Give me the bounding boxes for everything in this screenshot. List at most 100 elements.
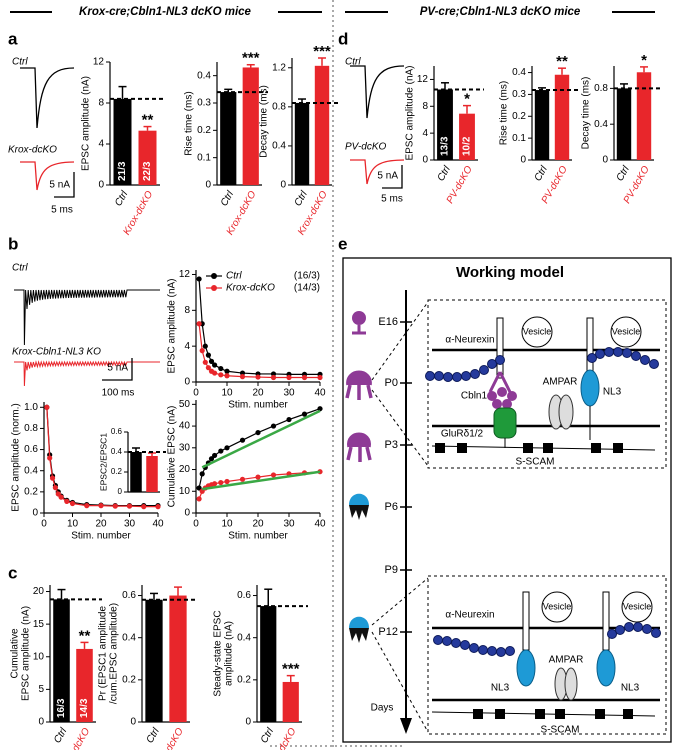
- trace: [14, 289, 160, 346]
- point: [270, 423, 277, 429]
- trace-label: Krox-Cbln1-NL3 KO: [12, 347, 101, 358]
- bar: [437, 89, 453, 160]
- stage-label: P9: [385, 564, 398, 576]
- bead: [615, 625, 625, 635]
- scale-bar: [54, 172, 75, 198]
- y-tick-label: 0.4: [594, 119, 608, 130]
- neurexin: [522, 591, 530, 651]
- model-frame: [342, 257, 672, 743]
- y-tick-label: 0.4: [197, 70, 211, 81]
- header: PV-cre;Cbln1-NL3 dcKO mice: [420, 6, 581, 18]
- model-label: AMPAR: [549, 655, 584, 666]
- point: [212, 481, 218, 487]
- y-tick-label: 0: [38, 717, 44, 728]
- bead: [442, 636, 452, 646]
- bead: [451, 638, 461, 648]
- legend-label: Ctrl: [226, 271, 242, 282]
- point: [286, 374, 292, 381]
- y-tick-label: 8: [422, 101, 428, 112]
- point: [196, 485, 202, 491]
- point: [270, 371, 277, 377]
- scale-label: 5 ms: [381, 194, 403, 205]
- x-tick-label: 10: [67, 519, 79, 530]
- scaffold-unit: [535, 709, 545, 719]
- scaffold-unit: [595, 709, 605, 719]
- vesicle-label: Vesicle: [623, 601, 652, 611]
- bead: [640, 355, 650, 365]
- point: [224, 478, 230, 485]
- point: [286, 416, 292, 423]
- x-tick-label: 30: [283, 388, 295, 399]
- scale-bar: [102, 358, 133, 381]
- y-axis-label: Decay time (ms): [581, 77, 592, 150]
- y-tick-label: 1.2: [272, 62, 286, 73]
- scaffold-unit: [613, 443, 623, 453]
- point: [270, 374, 277, 381]
- y-tick-label: 30: [179, 442, 191, 453]
- y-tick-label: 8: [184, 305, 190, 316]
- model-label: AMPAR: [543, 377, 578, 388]
- bead: [613, 347, 623, 357]
- scaffold-unit: [555, 709, 565, 719]
- bar: [53, 599, 70, 722]
- y-tick-label: 0.8: [594, 83, 608, 94]
- point: [239, 370, 246, 376]
- point: [199, 348, 205, 354]
- y-axis-label: Rise time (ms): [499, 81, 510, 145]
- model-label: NL3: [603, 387, 622, 398]
- y-tick-label: 1.0: [24, 402, 38, 413]
- bead: [469, 643, 479, 653]
- point: [112, 503, 118, 509]
- significance: **: [79, 627, 91, 644]
- trace-label: PV-dcKO: [345, 142, 387, 153]
- point: [212, 452, 218, 459]
- y-tick-label: 0.2: [512, 111, 526, 122]
- stage-label: E16: [378, 316, 398, 328]
- bead: [487, 359, 497, 369]
- x-tick-label: Ctrl: [436, 164, 454, 184]
- neuron: [349, 505, 369, 520]
- y-tick-label: 0: [280, 180, 286, 191]
- point: [317, 374, 323, 381]
- n-label: 14/3: [79, 698, 90, 718]
- point: [47, 455, 53, 461]
- point: [218, 479, 224, 486]
- y-tick-label: 0.2: [237, 674, 251, 685]
- x-tick-label: 40: [314, 519, 326, 530]
- bead: [604, 347, 614, 357]
- trace-label: Ctrl: [12, 263, 28, 274]
- n-label: 22/3: [142, 161, 153, 181]
- scale-label: 5 nA: [49, 180, 70, 191]
- bead: [425, 371, 435, 381]
- y-axis-label: EPSC amplitude (nA): [21, 606, 32, 701]
- model-label: GluRδ1/2: [441, 429, 484, 440]
- vesicle: [610, 316, 642, 348]
- bead: [433, 635, 443, 645]
- glurd: [493, 407, 517, 439]
- legend-label: Krox-dcKO: [226, 283, 275, 294]
- y-tick-label: 0.2: [24, 486, 38, 497]
- neuron: [352, 311, 366, 325]
- point: [52, 485, 59, 491]
- bar: [294, 102, 310, 185]
- x-tick-label: Ctrl: [259, 726, 277, 746]
- x-tick-label: Ctrl: [533, 164, 551, 184]
- neurexin: [602, 591, 610, 651]
- point: [202, 343, 208, 349]
- vesicle: [621, 591, 653, 623]
- trace-label: Ctrl: [12, 57, 28, 68]
- y-tick-label: 0.2: [197, 125, 211, 136]
- vesicle-label: Vesicle: [523, 326, 552, 336]
- y-tick-label: 0: [205, 180, 211, 191]
- axis-label: Days: [371, 703, 394, 714]
- y-tick-label: 50: [179, 399, 191, 410]
- neurexin: [586, 317, 594, 373]
- x-tick-label: 10: [221, 388, 233, 399]
- x-tick-label: Ctrl: [52, 726, 70, 746]
- point: [301, 411, 308, 417]
- x-tick-label: 30: [124, 519, 136, 530]
- ampar: [558, 394, 574, 430]
- neuron: [349, 493, 369, 505]
- x-tick-label: 10: [221, 519, 233, 530]
- y-tick-label: 0.8: [24, 423, 38, 434]
